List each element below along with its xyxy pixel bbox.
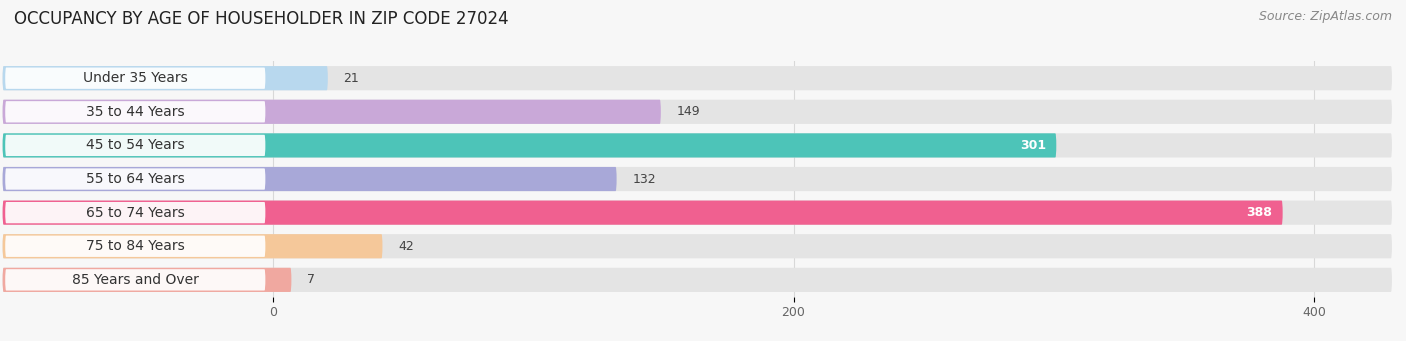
FancyBboxPatch shape <box>3 100 1392 124</box>
FancyBboxPatch shape <box>6 202 266 223</box>
Text: 45 to 54 Years: 45 to 54 Years <box>86 138 184 152</box>
FancyBboxPatch shape <box>6 269 266 291</box>
FancyBboxPatch shape <box>3 167 617 191</box>
Text: 55 to 64 Years: 55 to 64 Years <box>86 172 184 186</box>
FancyBboxPatch shape <box>3 167 1392 191</box>
FancyBboxPatch shape <box>3 268 1392 292</box>
Text: 85 Years and Over: 85 Years and Over <box>72 273 198 287</box>
Text: 388: 388 <box>1246 206 1272 219</box>
FancyBboxPatch shape <box>3 201 1282 225</box>
FancyBboxPatch shape <box>6 135 266 156</box>
Text: Under 35 Years: Under 35 Years <box>83 71 187 85</box>
FancyBboxPatch shape <box>6 168 266 190</box>
FancyBboxPatch shape <box>3 66 328 90</box>
Text: 132: 132 <box>633 173 655 186</box>
Text: OCCUPANCY BY AGE OF HOUSEHOLDER IN ZIP CODE 27024: OCCUPANCY BY AGE OF HOUSEHOLDER IN ZIP C… <box>14 10 509 28</box>
FancyBboxPatch shape <box>3 268 291 292</box>
FancyBboxPatch shape <box>6 236 266 257</box>
FancyBboxPatch shape <box>6 68 266 89</box>
FancyBboxPatch shape <box>3 201 1392 225</box>
FancyBboxPatch shape <box>3 100 661 124</box>
Text: 301: 301 <box>1019 139 1046 152</box>
Text: 35 to 44 Years: 35 to 44 Years <box>86 105 184 119</box>
FancyBboxPatch shape <box>3 66 1392 90</box>
FancyBboxPatch shape <box>3 234 382 258</box>
Text: 7: 7 <box>307 273 315 286</box>
Text: 65 to 74 Years: 65 to 74 Years <box>86 206 184 220</box>
FancyBboxPatch shape <box>3 133 1392 158</box>
FancyBboxPatch shape <box>3 133 1056 158</box>
Text: Source: ZipAtlas.com: Source: ZipAtlas.com <box>1258 10 1392 23</box>
Text: 42: 42 <box>398 240 413 253</box>
FancyBboxPatch shape <box>3 234 1392 258</box>
Text: 75 to 84 Years: 75 to 84 Years <box>86 239 184 253</box>
Text: 149: 149 <box>676 105 700 118</box>
FancyBboxPatch shape <box>6 101 266 122</box>
Text: 21: 21 <box>343 72 359 85</box>
